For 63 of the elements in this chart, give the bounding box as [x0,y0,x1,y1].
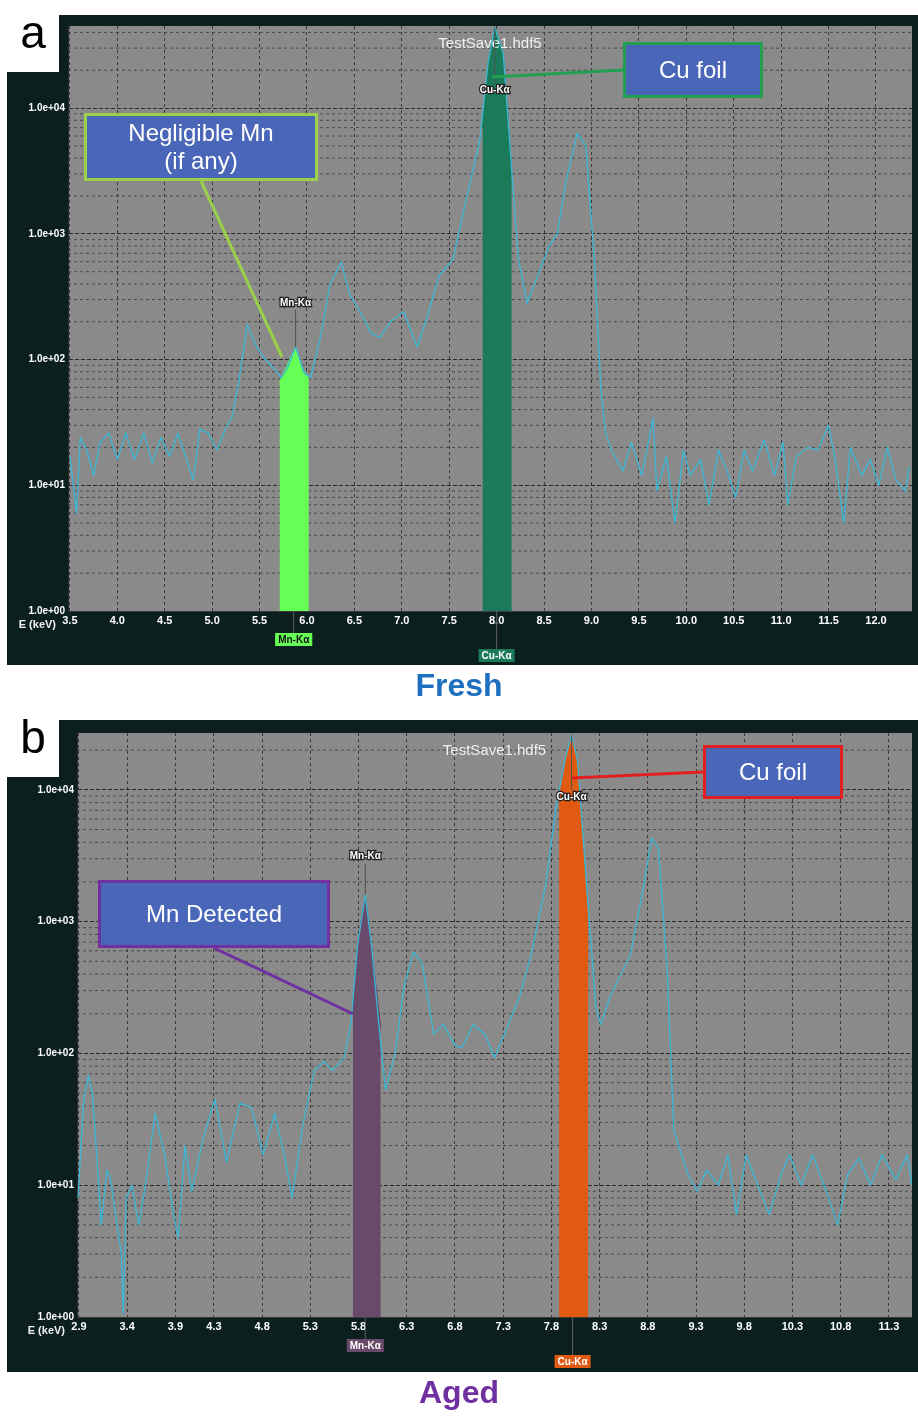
x-tick-label: 4.3 [206,1319,222,1332]
callout-box: Cu foil [703,745,843,799]
annotation: Mn-Kα [280,296,313,308]
x-tick-label: 6.3 [399,1319,415,1332]
annotation: Mn-Kα [349,1339,382,1351]
x-tick-label: 9.8 [736,1319,752,1332]
text: TestSave1.hdf5 [442,740,547,758]
x-tick-label: 6.8 [447,1319,463,1332]
x-tick-label: 10.3 [781,1319,804,1332]
annotation: Cu-Kα [557,1355,589,1367]
y-tick-label: 1.0e+01 [37,1178,75,1190]
text: a [7,0,59,72]
y-tick-label: 1.0e+04 [28,101,66,113]
x-tick-label: 9.5 [631,613,647,626]
x-tick-label: 8.3 [591,1319,608,1332]
x-tick-label: 10.0 [675,613,698,626]
x-axis-title: E (keV) [18,617,57,630]
x-tick-label: 2.9 [71,1319,87,1332]
text: Fresh [414,667,504,704]
x-tick-label: 11.0 [770,613,792,626]
x-tick-label: 10.8 [829,1319,852,1332]
x-tick-label: 7.5 [441,613,457,626]
x-tick-label: 12.0 [865,613,887,626]
x-tick-label: 9.0 [583,613,600,626]
y-tick-label: 1.0e+02 [37,1047,75,1059]
y-tick-label: 1.0e+04 [37,783,75,795]
callout-box: Negligible Mn (if any) [84,113,318,181]
x-tick-label: 5.5 [251,613,268,626]
x-tick-label: 4.5 [157,613,173,626]
x-tick-label: 7.0 [394,613,410,626]
x-tick-label: 5.0 [204,613,220,626]
x-tick-label: 8.8 [640,1319,656,1332]
text: b [7,705,59,777]
annotation: Mn-Kα [278,633,311,645]
x-tick-label: 3.4 [119,1319,136,1332]
x-tick-label: 9.3 [688,1319,704,1332]
x-tick-label: 8.0 [488,613,505,626]
y-tick-label: 1.0e+01 [28,479,66,491]
x-tick-label: 7.3 [495,1319,511,1332]
x-tick-label: 6.0 [299,613,315,626]
text: Aged [418,1374,500,1411]
x-tick-label: 4.8 [254,1319,270,1332]
x-tick-label: 11.5 [818,613,839,626]
y-tick-label: 1.0e+00 [37,1310,75,1322]
x-tick-label: 8.5 [536,613,552,626]
x-tick-label: 10.5 [723,613,745,626]
callout-box: Mn Detected [98,880,330,948]
x-tick-label: 6.5 [346,613,363,626]
x-tick-label: 7.8 [543,1319,560,1332]
annotation: Cu-Kα [481,649,513,661]
x-tick-label: 11.3 [878,1319,900,1332]
y-tick-label: 1.0e+03 [28,227,66,239]
x-axis-title: E (keV) [27,1323,66,1336]
x-tick-label: 5.8 [350,1319,367,1332]
x-tick-label: 4.0 [109,613,125,626]
y-tick-label: 1.0e+00 [28,604,66,616]
x-tick-label: 3.9 [167,1319,183,1332]
y-tick-label: 1.0e+02 [28,353,66,365]
x-tick-label: 5.3 [302,1319,318,1332]
annotation: Cu-Kα [479,83,511,95]
x-tick-label: 3.5 [62,613,78,626]
y-tick-label: 1.0e+03 [37,915,75,927]
callout-box: Cu foil [623,42,763,98]
